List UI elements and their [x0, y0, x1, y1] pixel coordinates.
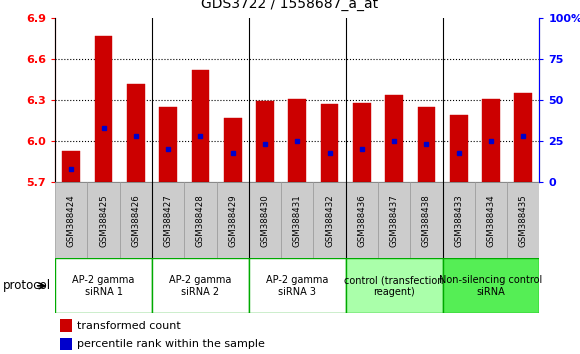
Text: protocol: protocol	[3, 279, 51, 292]
Bar	[152, 258, 249, 313]
Text: GSM388434: GSM388434	[487, 194, 495, 247]
Text: AP-2 gamma
siRNA 3: AP-2 gamma siRNA 3	[266, 275, 328, 297]
Text: GSM388430: GSM388430	[260, 194, 270, 247]
Text: GSM388435: GSM388435	[519, 194, 528, 247]
Bar	[63, 151, 80, 182]
Text: GSM388425: GSM388425	[99, 194, 108, 247]
Text: GSM388436: GSM388436	[357, 194, 367, 247]
Bar	[418, 107, 435, 182]
Text: GSM388431: GSM388431	[293, 194, 302, 247]
Bar	[346, 182, 378, 258]
Text: percentile rank within the sample: percentile rank within the sample	[77, 339, 264, 349]
Bar	[450, 115, 467, 182]
Bar	[55, 182, 88, 258]
Bar	[249, 182, 281, 258]
Bar	[127, 84, 144, 182]
Bar	[410, 182, 443, 258]
Text: GSM388437: GSM388437	[390, 194, 398, 247]
Bar	[482, 99, 500, 182]
Bar	[152, 182, 184, 258]
Text: control (transfection
reagent): control (transfection reagent)	[345, 275, 444, 297]
Text: GSM388428: GSM388428	[196, 194, 205, 247]
Text: GSM388426: GSM388426	[131, 194, 140, 247]
Bar	[184, 182, 216, 258]
Bar	[224, 118, 241, 182]
Bar	[443, 182, 475, 258]
Bar	[385, 95, 403, 182]
Bar	[249, 258, 346, 313]
Bar	[55, 258, 152, 313]
Bar	[378, 182, 410, 258]
Bar	[216, 182, 249, 258]
Text: GDS3722 / 1558687_a_at: GDS3722 / 1558687_a_at	[201, 0, 379, 11]
Bar	[507, 182, 539, 258]
Text: Non-silencing control
siRNA: Non-silencing control siRNA	[439, 275, 543, 297]
Text: GSM388433: GSM388433	[454, 194, 463, 247]
Bar	[353, 103, 371, 182]
Bar	[60, 338, 72, 350]
Text: AP-2 gamma
siRNA 1: AP-2 gamma siRNA 1	[72, 275, 135, 297]
Text: GSM388438: GSM388438	[422, 194, 431, 247]
Bar	[119, 182, 152, 258]
Bar	[346, 258, 443, 313]
Bar	[514, 93, 532, 182]
Bar	[321, 104, 338, 182]
Bar	[288, 99, 306, 182]
Text: GSM388429: GSM388429	[228, 194, 237, 247]
Text: GSM388432: GSM388432	[325, 194, 334, 247]
Bar	[475, 182, 507, 258]
Text: GSM388427: GSM388427	[164, 194, 173, 247]
Bar	[160, 107, 177, 182]
Bar	[95, 35, 113, 182]
Bar	[281, 182, 313, 258]
Text: transformed count: transformed count	[77, 320, 180, 331]
Text: GSM388424: GSM388424	[67, 194, 76, 247]
Bar	[191, 70, 209, 182]
Bar	[443, 258, 539, 313]
Bar	[88, 182, 119, 258]
Bar	[60, 319, 72, 332]
Text: AP-2 gamma
siRNA 2: AP-2 gamma siRNA 2	[169, 275, 231, 297]
Bar	[256, 101, 274, 182]
Bar	[313, 182, 346, 258]
